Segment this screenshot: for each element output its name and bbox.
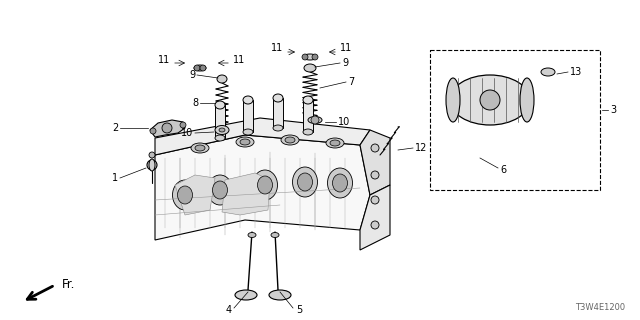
Ellipse shape	[326, 138, 344, 148]
Ellipse shape	[177, 186, 193, 204]
Bar	[303, 100, 313, 132]
Ellipse shape	[281, 135, 299, 145]
Bar	[243, 100, 253, 132]
Text: 6: 6	[500, 165, 506, 175]
Ellipse shape	[240, 139, 250, 145]
Ellipse shape	[207, 175, 232, 205]
Ellipse shape	[243, 96, 253, 104]
Ellipse shape	[257, 176, 273, 194]
Text: 10: 10	[180, 128, 193, 138]
Ellipse shape	[303, 96, 313, 104]
Text: 11: 11	[233, 55, 245, 65]
Ellipse shape	[330, 140, 340, 146]
Text: T3W4E1200: T3W4E1200	[575, 303, 625, 313]
Text: 9: 9	[189, 70, 195, 80]
Ellipse shape	[303, 54, 317, 60]
Text: 11: 11	[271, 43, 283, 53]
Ellipse shape	[173, 180, 198, 210]
Circle shape	[149, 152, 155, 158]
Circle shape	[180, 122, 186, 128]
Ellipse shape	[215, 101, 225, 109]
Circle shape	[312, 54, 318, 60]
Ellipse shape	[269, 290, 291, 300]
Text: 1: 1	[112, 173, 118, 183]
Text: 13: 13	[570, 67, 582, 77]
Ellipse shape	[217, 75, 227, 83]
Bar	[430, 50, 600, 190]
Ellipse shape	[450, 75, 530, 125]
Ellipse shape	[273, 94, 283, 102]
Ellipse shape	[215, 135, 225, 141]
Polygon shape	[222, 173, 270, 215]
Ellipse shape	[212, 181, 227, 199]
Text: 12: 12	[415, 143, 428, 153]
Text: 10: 10	[338, 117, 350, 127]
Ellipse shape	[333, 174, 348, 192]
Bar	[273, 98, 283, 128]
Circle shape	[371, 144, 379, 152]
Ellipse shape	[248, 233, 256, 237]
Polygon shape	[175, 175, 215, 215]
Text: 2: 2	[112, 123, 118, 133]
Ellipse shape	[194, 65, 206, 71]
Circle shape	[311, 116, 319, 124]
Ellipse shape	[191, 143, 209, 153]
Text: Fr.: Fr.	[62, 278, 76, 292]
Ellipse shape	[292, 167, 317, 197]
Ellipse shape	[273, 125, 283, 131]
Ellipse shape	[328, 168, 353, 198]
Polygon shape	[150, 120, 185, 137]
Ellipse shape	[149, 159, 155, 171]
Ellipse shape	[271, 233, 279, 237]
Text: 3: 3	[610, 105, 616, 115]
Ellipse shape	[308, 116, 322, 124]
Circle shape	[371, 221, 379, 229]
Ellipse shape	[520, 78, 534, 122]
Ellipse shape	[243, 129, 253, 135]
Circle shape	[200, 65, 206, 71]
Bar	[215, 105, 225, 138]
Circle shape	[162, 123, 172, 133]
Ellipse shape	[541, 68, 555, 76]
Text: 11: 11	[157, 55, 170, 65]
Ellipse shape	[195, 145, 205, 151]
Text: 9: 9	[342, 58, 348, 68]
Ellipse shape	[215, 125, 229, 134]
Ellipse shape	[303, 129, 313, 135]
Circle shape	[302, 54, 308, 60]
Text: 11: 11	[340, 43, 352, 53]
Ellipse shape	[235, 290, 257, 300]
Polygon shape	[155, 135, 370, 240]
Ellipse shape	[298, 173, 312, 191]
Ellipse shape	[236, 137, 254, 147]
Polygon shape	[155, 118, 370, 155]
Text: 4: 4	[226, 305, 232, 315]
Circle shape	[371, 196, 379, 204]
Polygon shape	[360, 185, 390, 250]
Ellipse shape	[285, 137, 295, 143]
Ellipse shape	[219, 128, 225, 132]
Text: 7: 7	[348, 77, 355, 87]
Polygon shape	[360, 130, 390, 195]
Ellipse shape	[304, 64, 316, 72]
Circle shape	[371, 171, 379, 179]
Ellipse shape	[480, 90, 500, 110]
Text: 5: 5	[296, 305, 302, 315]
Ellipse shape	[253, 170, 278, 200]
Ellipse shape	[446, 78, 460, 122]
Text: 8: 8	[192, 98, 198, 108]
Circle shape	[150, 128, 156, 134]
Circle shape	[147, 160, 157, 170]
Circle shape	[194, 65, 200, 71]
